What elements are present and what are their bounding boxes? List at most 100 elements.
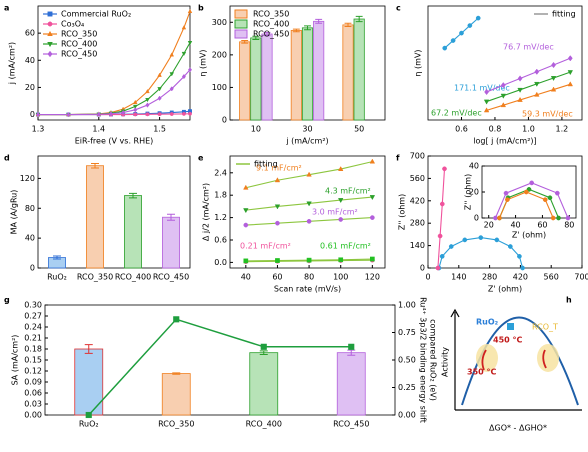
y-tick-label: 0.03 bbox=[24, 400, 42, 409]
legend-swatch bbox=[234, 9, 248, 19]
data-point bbox=[337, 166, 344, 171]
annotation: 9.1 mF/cm² bbox=[256, 164, 302, 173]
x-axis-label: EiR-free (V vs. RHE) bbox=[75, 137, 154, 146]
y-axis-label: Activity bbox=[441, 347, 450, 377]
x-tick-label: 560 bbox=[544, 273, 559, 282]
data-point bbox=[157, 87, 162, 92]
data-point bbox=[483, 99, 490, 105]
error-bar bbox=[53, 255, 61, 260]
glow bbox=[476, 344, 498, 372]
data-point bbox=[337, 198, 344, 204]
bar bbox=[342, 24, 354, 121]
x-tick-label: 280 bbox=[482, 273, 497, 282]
error-bar bbox=[347, 349, 356, 356]
y-tick-label: 0.00 bbox=[24, 411, 42, 420]
data-point bbox=[145, 112, 150, 117]
bar bbox=[313, 20, 325, 121]
data-point bbox=[243, 208, 249, 214]
data-point bbox=[500, 102, 507, 108]
data-point bbox=[523, 189, 529, 195]
annotation: 59.3 mV/dec bbox=[522, 110, 573, 119]
error-bar bbox=[315, 18, 323, 24]
panel-letter: b bbox=[198, 4, 204, 13]
legend-label: RCO_400 bbox=[253, 20, 289, 29]
series-line bbox=[437, 168, 446, 269]
data-point bbox=[274, 204, 281, 210]
data-point bbox=[169, 86, 174, 92]
x-tick-label: 80 bbox=[304, 273, 314, 282]
data-point bbox=[348, 343, 355, 350]
y-tick-label: 140 bbox=[410, 241, 425, 250]
data-point bbox=[500, 82, 506, 89]
x-tick-label: 0.6 bbox=[455, 125, 468, 134]
x-tick-label: RCO_350 bbox=[77, 273, 113, 282]
x-tick-label: 60 bbox=[272, 273, 282, 282]
data-point bbox=[181, 111, 186, 116]
plot-frame bbox=[44, 304, 396, 416]
bar bbox=[162, 216, 180, 269]
y-tick-label: 0 bbox=[30, 110, 35, 119]
x-tick-label: 700 bbox=[574, 273, 588, 282]
legend-label: fitting bbox=[254, 160, 278, 169]
data-point bbox=[274, 177, 281, 183]
error-bar bbox=[252, 35, 260, 41]
data-point bbox=[145, 98, 150, 103]
glow bbox=[537, 344, 559, 372]
bar bbox=[261, 33, 273, 121]
plot-frame bbox=[37, 5, 191, 121]
bar bbox=[86, 165, 104, 269]
data-point bbox=[507, 244, 513, 249]
legend-label: RCO_400 bbox=[61, 40, 97, 49]
data-point bbox=[567, 70, 574, 76]
y-axis-label: SA (mA/cm²) bbox=[11, 335, 20, 386]
panel-letter: h bbox=[566, 296, 572, 305]
data-point bbox=[459, 30, 464, 36]
x-tick-label: 1.5 bbox=[153, 125, 166, 134]
data-point bbox=[534, 91, 540, 97]
arrow bbox=[542, 349, 547, 369]
y-tick-label: 200 bbox=[212, 50, 227, 59]
data-point bbox=[534, 68, 540, 75]
y-tick-label: 0.6 bbox=[214, 236, 227, 245]
y-tick-label: 20 bbox=[25, 83, 35, 92]
x-axis-label: log[ j (mA/cm²)] bbox=[473, 137, 536, 146]
arrow bbox=[481, 349, 487, 371]
x-tick-label: 80 bbox=[564, 221, 574, 230]
data-point bbox=[306, 218, 312, 224]
x-axis-label: ΔGO* - ΔGHO* bbox=[489, 424, 547, 433]
data-point bbox=[121, 109, 126, 116]
y-tick-label: 0 bbox=[474, 214, 479, 223]
x-tick-label: 1.4 bbox=[92, 125, 105, 134]
y-tick-label: 100 bbox=[212, 83, 227, 92]
legend-label: RCO_350 bbox=[61, 30, 97, 39]
y2-tick-label: 0.00 bbox=[398, 411, 416, 420]
x-tick-label: 100 bbox=[333, 273, 348, 282]
legend-label: RCO_450 bbox=[61, 50, 97, 59]
y-tick-label: 1.8 bbox=[214, 191, 227, 200]
x-tick-label: 0 bbox=[425, 273, 430, 282]
plot-frame bbox=[229, 155, 386, 269]
y-axis-label: Z'' (ohm) bbox=[398, 194, 407, 230]
annotation: 171.1 mV/dec bbox=[454, 84, 510, 93]
y-axis-label: η (mV) bbox=[199, 49, 208, 76]
x-tick-label: 50 bbox=[354, 125, 364, 134]
data-point bbox=[517, 75, 523, 82]
data-point bbox=[439, 201, 445, 207]
x-tick-label: 1.0 bbox=[522, 125, 535, 134]
data-point bbox=[243, 222, 249, 228]
error-bar bbox=[241, 40, 249, 44]
y-tick-label: 0.27 bbox=[24, 312, 42, 321]
data-point bbox=[306, 257, 312, 263]
y-axis-label: η (mV) bbox=[414, 49, 423, 76]
label: RuO₂ bbox=[476, 318, 499, 327]
bar bbox=[161, 373, 191, 416]
data-point bbox=[169, 52, 175, 57]
x-tick-label: RCO_400 bbox=[115, 273, 151, 282]
x-tick-label: 140 bbox=[451, 273, 466, 282]
y2-axis-label: compared RuO₂ (eV) bbox=[429, 319, 438, 401]
data-point bbox=[567, 81, 574, 87]
data-point bbox=[439, 254, 445, 259]
y-tick-label: 560 bbox=[410, 174, 425, 183]
x-tick-label: 0.8 bbox=[489, 125, 502, 134]
